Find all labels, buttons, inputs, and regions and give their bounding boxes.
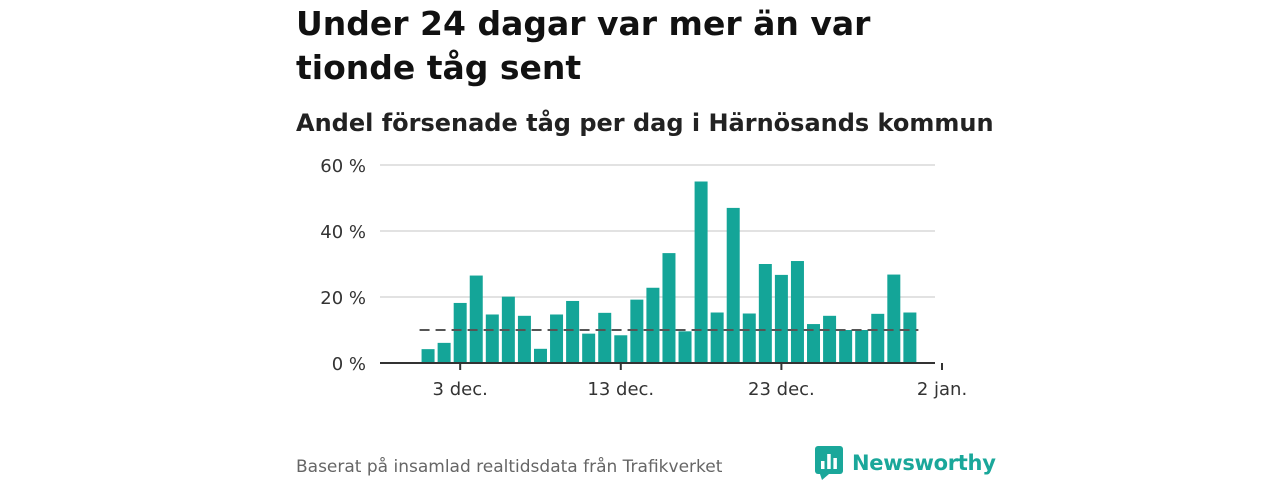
bar [485, 314, 499, 363]
y-tick-label: 20 % [320, 288, 366, 309]
bar [855, 330, 869, 363]
x-tick-label: 23 dec. [748, 379, 815, 400]
x-tick-label: 3 dec. [433, 379, 488, 400]
bar [823, 315, 837, 363]
chart-title: Under 24 dagar var mer än var tionde tåg… [296, 4, 871, 87]
x-tick-label: 13 dec. [587, 379, 654, 400]
bar [726, 207, 740, 363]
bar [710, 312, 724, 363]
bar [871, 313, 885, 363]
y-tick-label: 60 % [320, 156, 366, 177]
bar [469, 275, 483, 363]
chart-subtitle: Andel försenade tåg per dag i Härnösands… [296, 109, 994, 137]
gridlines [380, 164, 935, 298]
bar [517, 315, 531, 363]
bar [694, 181, 708, 363]
y-tick-label: 40 % [320, 222, 366, 243]
bar [903, 312, 917, 363]
newsworthy-logo-text: Newsworthy [852, 451, 996, 475]
newsworthy-logo-icon [815, 446, 843, 480]
bar [678, 331, 692, 363]
bar [582, 333, 596, 363]
bar [742, 313, 756, 363]
bar [662, 253, 676, 363]
bar [887, 274, 901, 363]
y-tick-label: 0 % [332, 354, 366, 375]
bar [437, 342, 451, 363]
newsworthy-logo[interactable]: Newsworthy [815, 446, 996, 480]
bar [630, 299, 644, 363]
bar [839, 330, 853, 363]
bar [598, 312, 612, 363]
axes: 0 % 20 % 40 % 60 % 3 dec. 13 dec. 23 dec. 2 jan… [320, 156, 967, 400]
bar [774, 274, 788, 363]
x-tick-label: 2 jan. [917, 379, 967, 400]
bar [758, 264, 772, 363]
bars [421, 181, 917, 363]
bar [453, 302, 467, 363]
bar [533, 348, 547, 363]
bar [790, 261, 804, 363]
bar [421, 349, 435, 363]
source-note: Baserat på insamlad realtidsdata från Tr… [296, 457, 723, 477]
bar [646, 287, 660, 363]
bar [566, 300, 580, 363]
bar [807, 324, 821, 363]
bar [550, 314, 564, 363]
bar [614, 335, 628, 363]
